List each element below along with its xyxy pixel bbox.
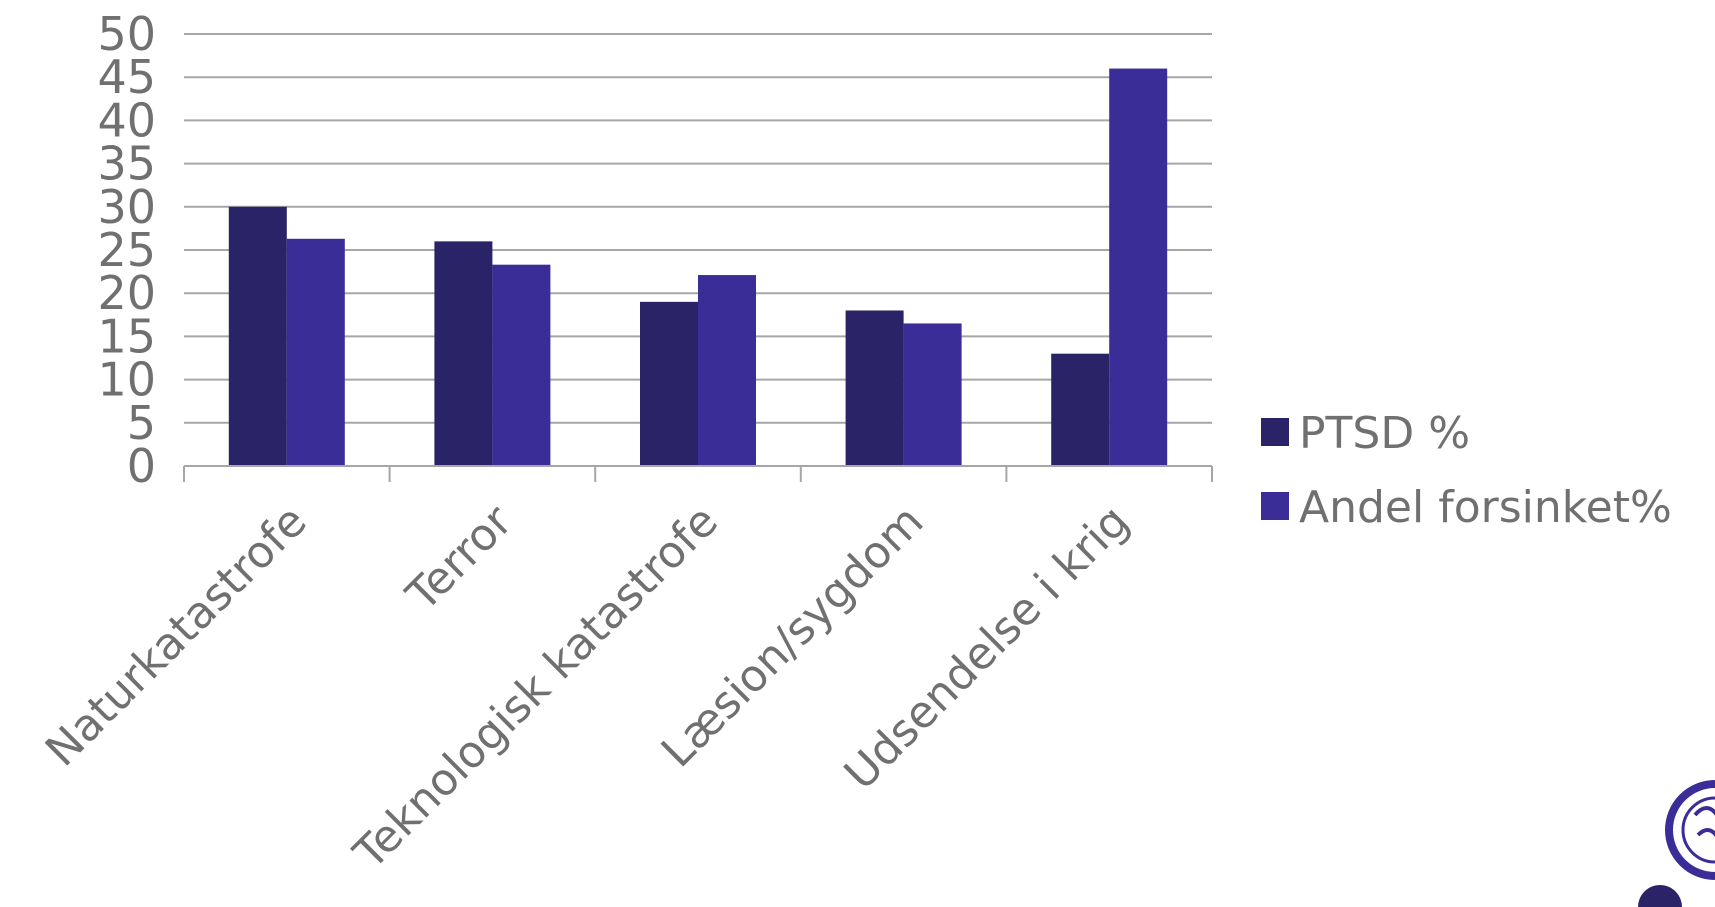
x-category-label: Terror (396, 495, 522, 621)
bar-ptsd (1051, 353, 1110, 466)
legend-label: PTSD % (1299, 408, 1470, 459)
y-tick-label: 35 (97, 137, 156, 191)
bar-andel-forsinket (286, 238, 345, 466)
y-tick-label: 25 (97, 223, 156, 277)
bar-andel-forsinket (698, 275, 756, 466)
y-tick-label: 40 (97, 93, 156, 147)
y-tick-label: 20 (97, 266, 156, 320)
legend-swatch (1261, 492, 1289, 520)
y-tick-label: 45 (97, 50, 156, 104)
bar-andel-forsinket (1109, 68, 1168, 466)
legend-label: Andel forsinket% (1299, 482, 1672, 533)
y-tick-label: 50 (97, 7, 156, 61)
x-category-label: Teknologisk katastrofe (344, 496, 728, 880)
bar-ptsd (228, 206, 287, 467)
x-category-label: Naturkatastrofe (36, 496, 317, 777)
y-tick-label: 30 (97, 180, 156, 234)
bar-ptsd (640, 301, 698, 466)
bars (228, 68, 1168, 467)
y-tick-label: 15 (97, 309, 156, 363)
y-tick-label: 5 (127, 396, 156, 450)
legend-swatch (1261, 418, 1289, 446)
bar-ptsd (845, 310, 904, 466)
bar-andel-forsinket (903, 323, 962, 466)
bar-andel-forsinket (492, 264, 551, 466)
y-tick-label: 10 (97, 353, 156, 407)
y-tick-label: 0 (127, 439, 156, 493)
university-seal-logo (1638, 780, 1715, 907)
bar-ptsd (434, 241, 493, 466)
legend: PTSD % Andel forsinket% (1261, 408, 1672, 533)
